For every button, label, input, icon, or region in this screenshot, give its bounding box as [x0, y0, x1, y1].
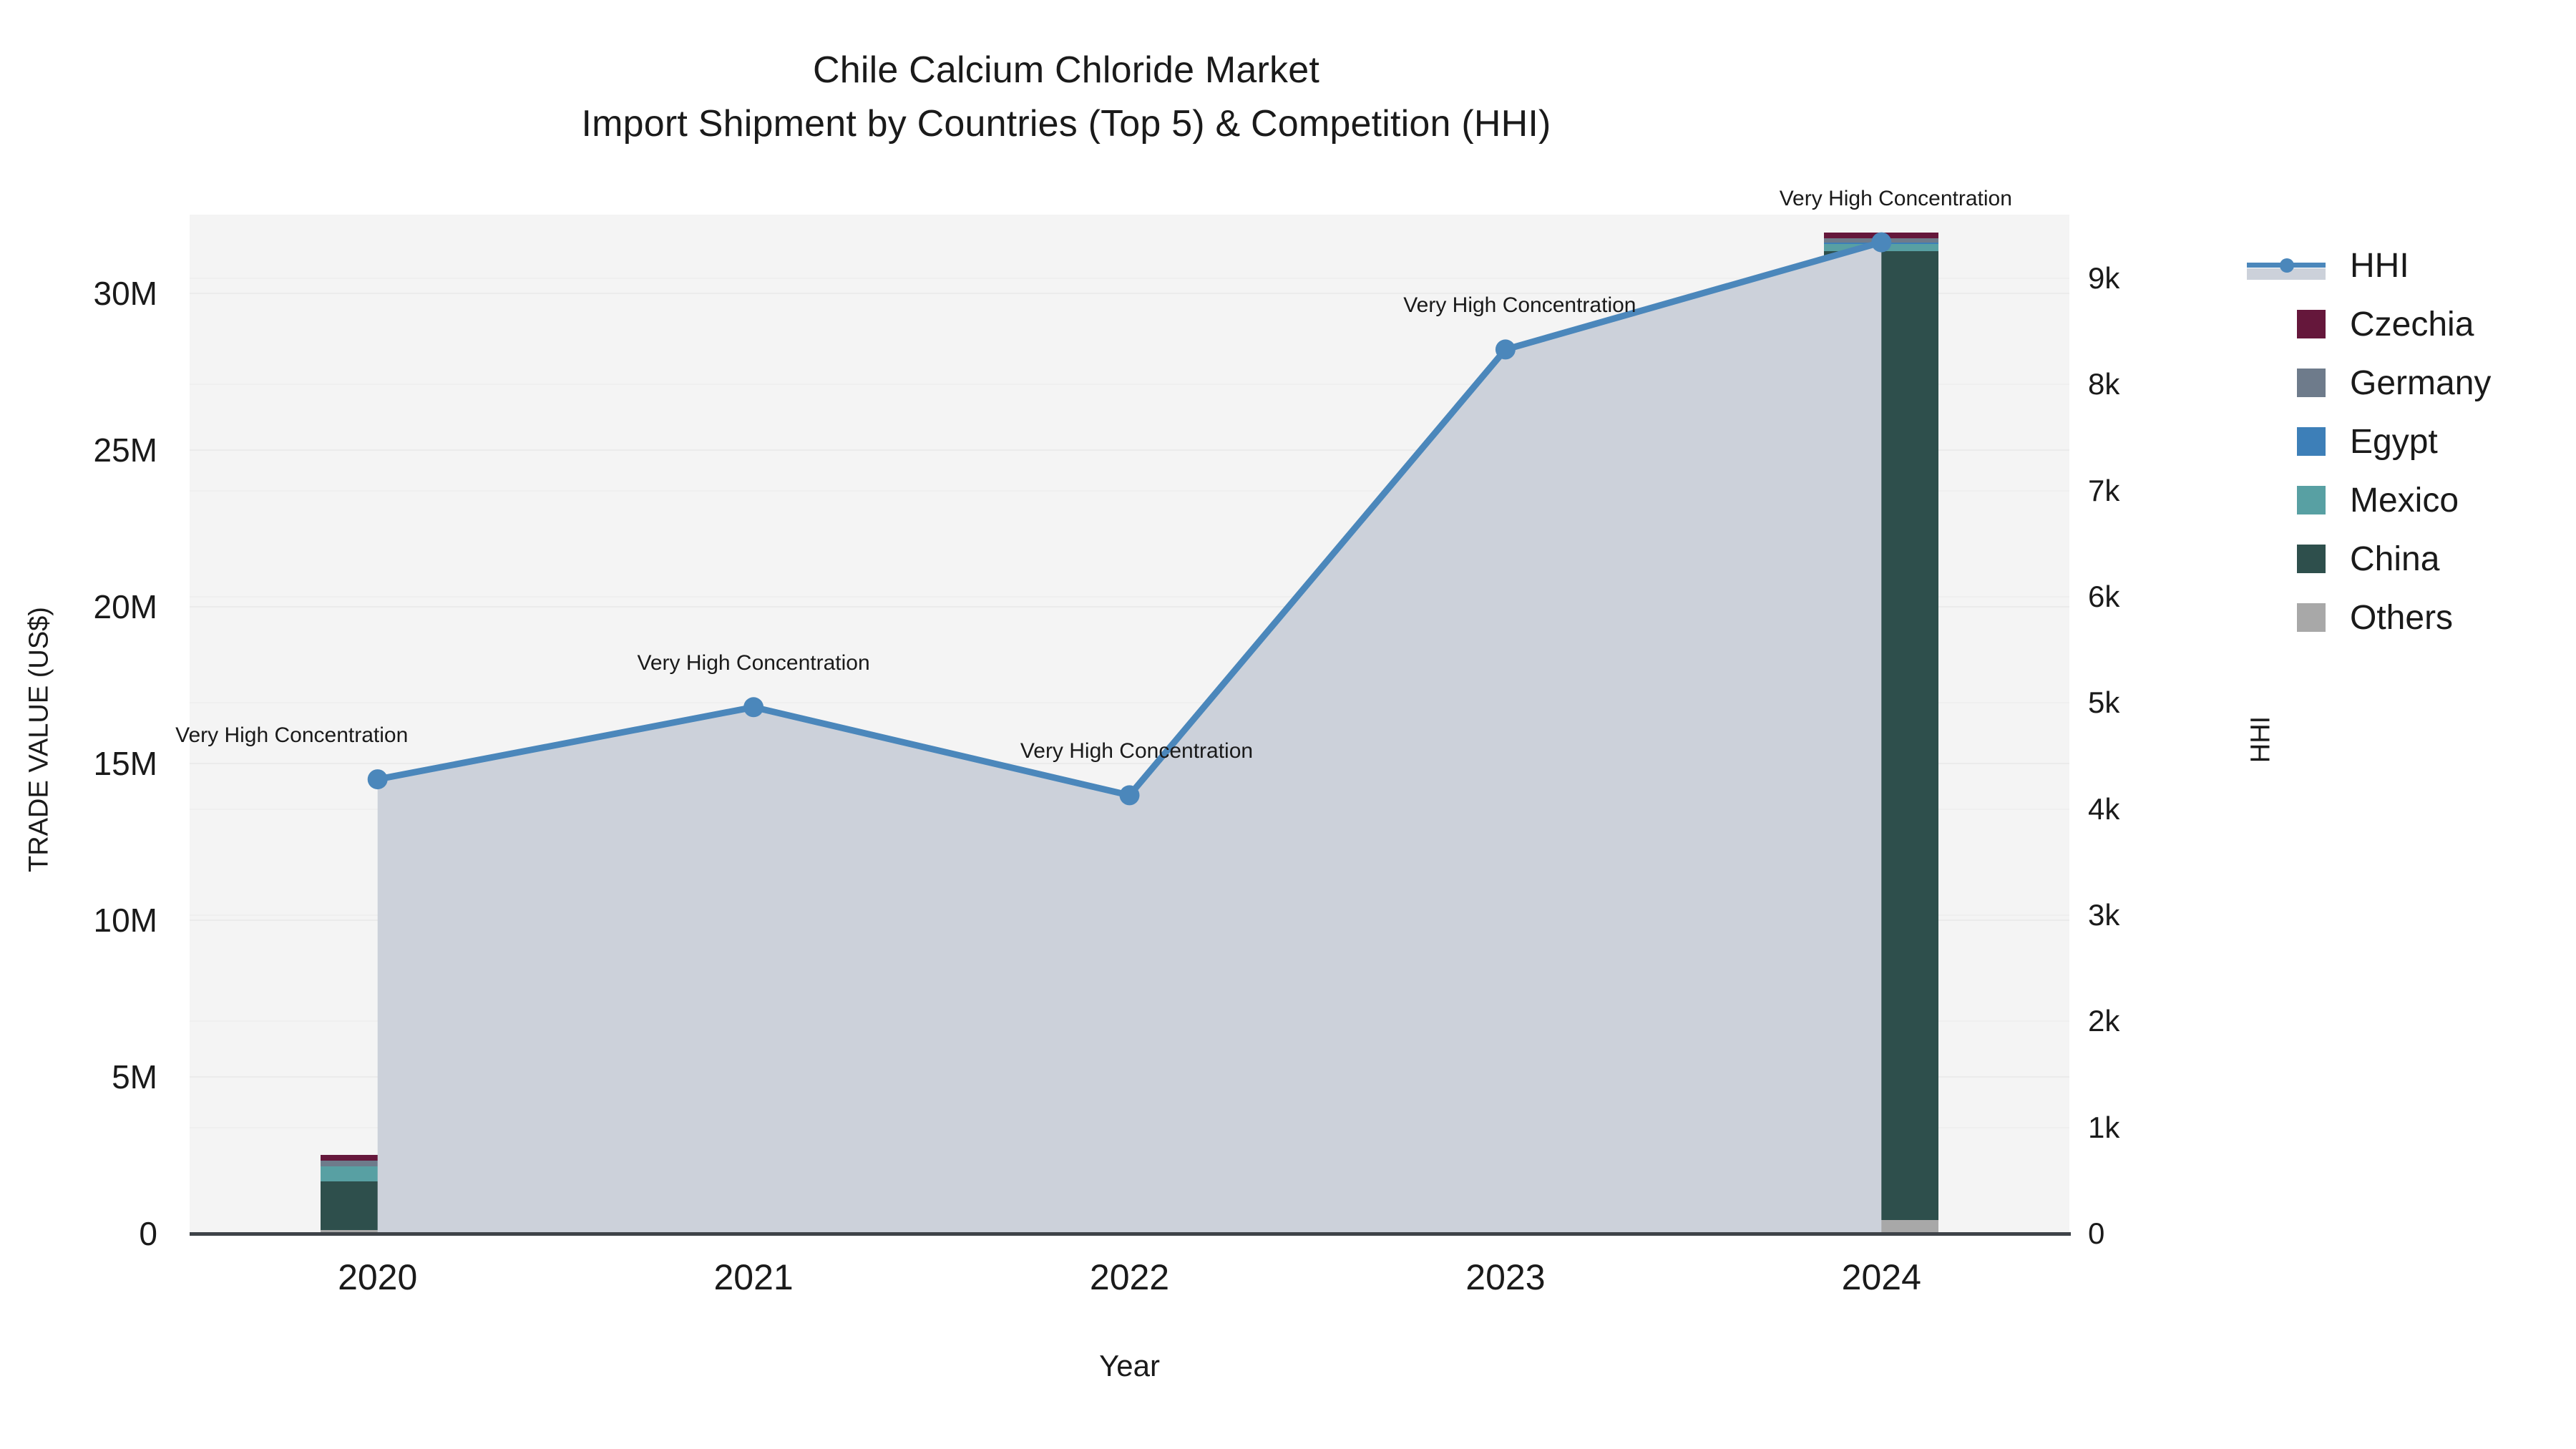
y-tick-right-1k: 1k	[2088, 1110, 2120, 1144]
legend-item-egypt[interactable]: Egypt	[2272, 412, 2572, 471]
hhi-line-series	[367, 232, 1892, 1234]
legend-swatch-others	[2297, 603, 2326, 632]
y-tick-right-3k: 3k	[2088, 898, 2120, 932]
legend-label-hhi: HHI	[2350, 246, 2409, 285]
hhi-marker-2021[interactable]	[743, 697, 764, 718]
y-tick-left-25M: 25M	[93, 431, 157, 469]
y-tick-right-5k: 5k	[2088, 686, 2120, 720]
x-axis-line	[190, 1232, 2071, 1236]
legend-area-band	[2247, 268, 2326, 280]
chart-title-line-2: Import Shipment by Countries (Top 5) & C…	[581, 103, 1551, 145]
y-tick-right-9k: 9k	[2088, 261, 2120, 295]
y-tick-left-15M: 15M	[93, 744, 157, 782]
legend-line-dot-icon	[2280, 258, 2294, 273]
hhi-marker-2022[interactable]	[1119, 785, 1140, 806]
chart-title-line-1: Chile Calcium Chloride Market	[812, 49, 1320, 91]
annotation-2024: Very High Concentration	[1779, 186, 2012, 210]
legend-swatch-germany	[2297, 369, 2326, 397]
bar-segment-czechia-2020[interactable]	[320, 1155, 435, 1161]
legend-label-others: Others	[2350, 598, 2454, 637]
legend-label-china: China	[2350, 540, 2440, 578]
x-axis-title: Year	[1099, 1349, 1160, 1382]
legend-item-others[interactable]: Others	[2272, 588, 2572, 647]
y-tick-right-0: 0	[2088, 1216, 2105, 1250]
x-tick-2021: 2021	[713, 1257, 794, 1297]
y-axis-left-ticks: 0 5M 10M 15M 20M 25M 30M	[0, 215, 179, 1252]
annotation-2023: Very High Concentration	[1403, 293, 1636, 318]
y-tick-left-30M: 30M	[93, 274, 157, 312]
legend-swatch-mexico	[2297, 486, 2326, 514]
gridline-right	[190, 384, 2069, 386]
y-tick-left-10M: 10M	[93, 901, 157, 939]
annotation-2022: Very High Concentration	[1020, 739, 1254, 763]
legend-line-key-icon	[2247, 251, 2326, 280]
y-tick-right-8k: 8k	[2088, 367, 2120, 401]
gridline-right	[190, 278, 2069, 279]
legend-item-mexico[interactable]: Mexico	[2272, 471, 2572, 530]
x-tick-2024: 2024	[1841, 1257, 1921, 1297]
y-tick-left-0: 0	[139, 1215, 157, 1252]
legend-item-czechia[interactable]: Czechia	[2272, 295, 2572, 353]
y-axis-right-ticks: 0 1k 2k 3k 4k 5k 6k 7k 8k 9k	[2088, 215, 2245, 1250]
annotation-2021: Very High Concentration	[637, 651, 870, 675]
y-tick-left-5M: 5M	[112, 1058, 157, 1096]
legend-label-mexico: Mexico	[2350, 481, 2459, 519]
legend-item-china[interactable]: China	[2272, 530, 2572, 588]
legend-label-germany: Germany	[2350, 364, 2492, 402]
legend-swatch-czechia	[2297, 310, 2326, 338]
y-tick-right-7k: 7k	[2088, 473, 2120, 507]
gridline-left	[190, 762, 2069, 764]
y-tick-left-20M: 20M	[93, 587, 157, 625]
bar-segment-others-2020[interactable]	[320, 1229, 435, 1234]
hhi-markers	[367, 232, 1892, 806]
chart-title: Chile Calcium Chloride Market Import Shi…	[0, 49, 2132, 145]
gridline-right	[190, 702, 2069, 704]
gridline-left	[190, 449, 2069, 451]
y-tick-right-6k: 6k	[2088, 580, 2120, 613]
gridline-right	[190, 489, 2069, 492]
legend-item-hhi[interactable]: HHI	[2247, 236, 2572, 295]
legend-swatch-egypt	[2297, 427, 2326, 456]
x-tick-2020: 2020	[338, 1257, 418, 1297]
plot-area: Very High Concentration Very High Concent…	[175, 187, 2069, 1234]
y-tick-right-2k: 2k	[2088, 1004, 2120, 1038]
hhi-area-fill	[377, 242, 1882, 1234]
gridline-left	[190, 292, 2069, 294]
x-tick-2022: 2022	[1089, 1257, 1170, 1297]
annotation-2020: Very High Concentration	[175, 723, 409, 748]
x-tick-2023: 2023	[1465, 1257, 1546, 1297]
legend-swatch-china	[2297, 545, 2326, 573]
chart-legend: HHI Czechia Germany Egypt Mexico China Others	[2247, 236, 2572, 647]
hhi-marker-2020[interactable]	[367, 769, 388, 790]
legend-label-egypt: Egypt	[2350, 422, 2438, 461]
legend-item-germany[interactable]: Germany	[2272, 353, 2572, 412]
legend-label-czechia: Czechia	[2350, 305, 2474, 343]
y-axis-right-title: HHI	[2245, 716, 2276, 763]
hhi-marker-2023[interactable]	[1495, 339, 1516, 360]
y-axis-left-title: TRADE VALUE (US$)	[24, 607, 54, 872]
gridline-right	[190, 596, 2069, 597]
hhi-marker-2024[interactable]	[1871, 232, 1892, 253]
bar-segment-germany-2020[interactable]	[320, 1161, 435, 1166]
y-tick-right-4k: 4k	[2088, 791, 2120, 826]
gridline-left	[190, 605, 2069, 608]
